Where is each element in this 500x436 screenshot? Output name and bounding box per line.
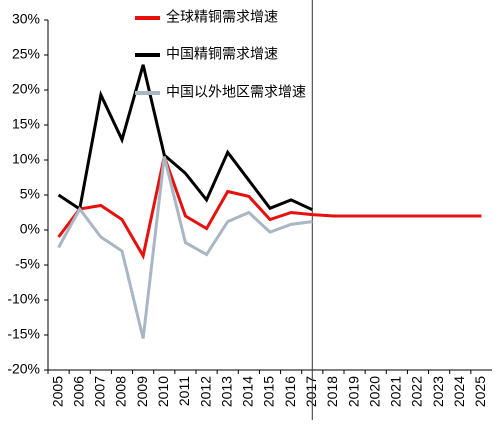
y-tick-label: 10% xyxy=(12,151,40,167)
x-tick-label: 2019 xyxy=(345,376,361,407)
series-line xyxy=(57,150,482,261)
y-tick-label: -20% xyxy=(7,361,40,377)
y-tick-label: 5% xyxy=(20,186,40,202)
x-tick-label: 2013 xyxy=(218,376,234,407)
y-tick-label: -5% xyxy=(15,256,40,272)
series-line xyxy=(57,64,313,212)
y-tick-label: 15% xyxy=(12,116,40,132)
y-tick-label: -15% xyxy=(7,326,40,342)
x-tick-label: 2017 xyxy=(303,376,319,407)
x-tick-label: 2005 xyxy=(49,376,65,407)
y-tick-label: 20% xyxy=(12,81,40,97)
y-tick-label: 30% xyxy=(12,11,40,27)
x-tick-label: 2009 xyxy=(134,376,150,407)
x-tick-label: 2012 xyxy=(197,376,213,407)
legend-label: 中国精铜需求增速 xyxy=(166,46,278,62)
x-tick-label: 2006 xyxy=(70,376,86,407)
x-tick-label: 2018 xyxy=(324,376,340,407)
y-tick-label: 25% xyxy=(12,46,40,62)
x-tick-label: 2023 xyxy=(430,376,446,407)
x-tick-label: 2007 xyxy=(92,376,108,407)
legend-label: 全球精铜需求增速 xyxy=(166,9,278,25)
x-tick-label: 2015 xyxy=(261,376,277,407)
x-tick-label: 2010 xyxy=(155,376,171,407)
series-line xyxy=(57,156,313,339)
x-tick-label: 2021 xyxy=(388,376,404,407)
y-tick-label: -10% xyxy=(7,291,40,307)
x-tick-label: 2011 xyxy=(176,376,192,406)
x-tick-label: 2022 xyxy=(409,376,425,407)
y-tick-label: 0% xyxy=(20,221,40,237)
x-tick-label: 2016 xyxy=(282,376,298,407)
x-tick-label: 2008 xyxy=(113,376,129,407)
x-tick-label: 2020 xyxy=(366,376,382,407)
legend-label: 中国以外地区需求增速 xyxy=(166,84,306,100)
x-tick-label: 2014 xyxy=(240,376,256,407)
x-tick-label: 2025 xyxy=(472,376,488,407)
x-tick-label: 2024 xyxy=(451,376,467,407)
